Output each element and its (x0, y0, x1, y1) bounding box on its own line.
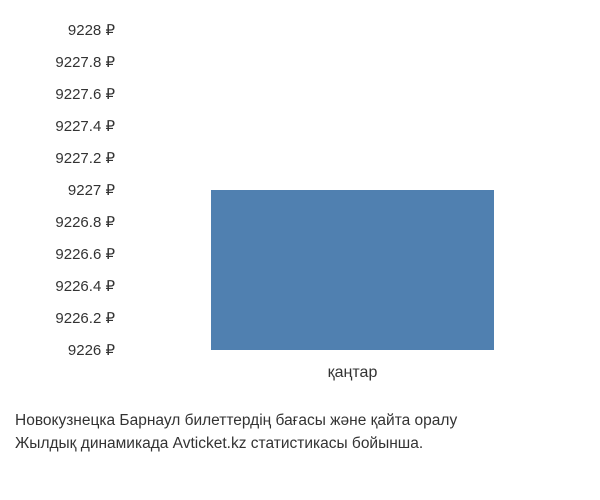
plot-area: қаңтар (125, 30, 580, 350)
y-tick-label: 9226.6 ₽ (55, 245, 115, 263)
x-category-label: қаңтар (328, 364, 378, 382)
y-tick-label: 9227.6 ₽ (55, 85, 115, 103)
y-tick-label: 9227.4 ₽ (55, 117, 115, 135)
bar (211, 190, 493, 350)
caption-line-1: Новокузнецка Барнаул билеттердің бағасы … (15, 410, 457, 432)
caption-line-2: Жылдық динамикада Avticket.kz статистика… (15, 433, 457, 455)
y-tick-label: 9228 ₽ (68, 21, 115, 39)
y-tick-label: 9227.2 ₽ (55, 149, 115, 167)
chart-container: 9228 ₽9227.8 ₽9227.6 ₽9227.4 ₽9227.2 ₽92… (20, 30, 580, 370)
y-tick-label: 9227 ₽ (68, 181, 115, 199)
y-tick-label: 9226 ₽ (68, 341, 115, 359)
y-tick-label: 9226.2 ₽ (55, 309, 115, 327)
chart-caption: Новокузнецка Барнаул билеттердің бағасы … (15, 410, 457, 455)
y-tick-label: 9226.8 ₽ (55, 213, 115, 231)
y-axis: 9228 ₽9227.8 ₽9227.6 ₽9227.4 ₽9227.2 ₽92… (20, 30, 125, 350)
y-tick-label: 9226.4 ₽ (55, 277, 115, 295)
y-tick-label: 9227.8 ₽ (55, 53, 115, 71)
